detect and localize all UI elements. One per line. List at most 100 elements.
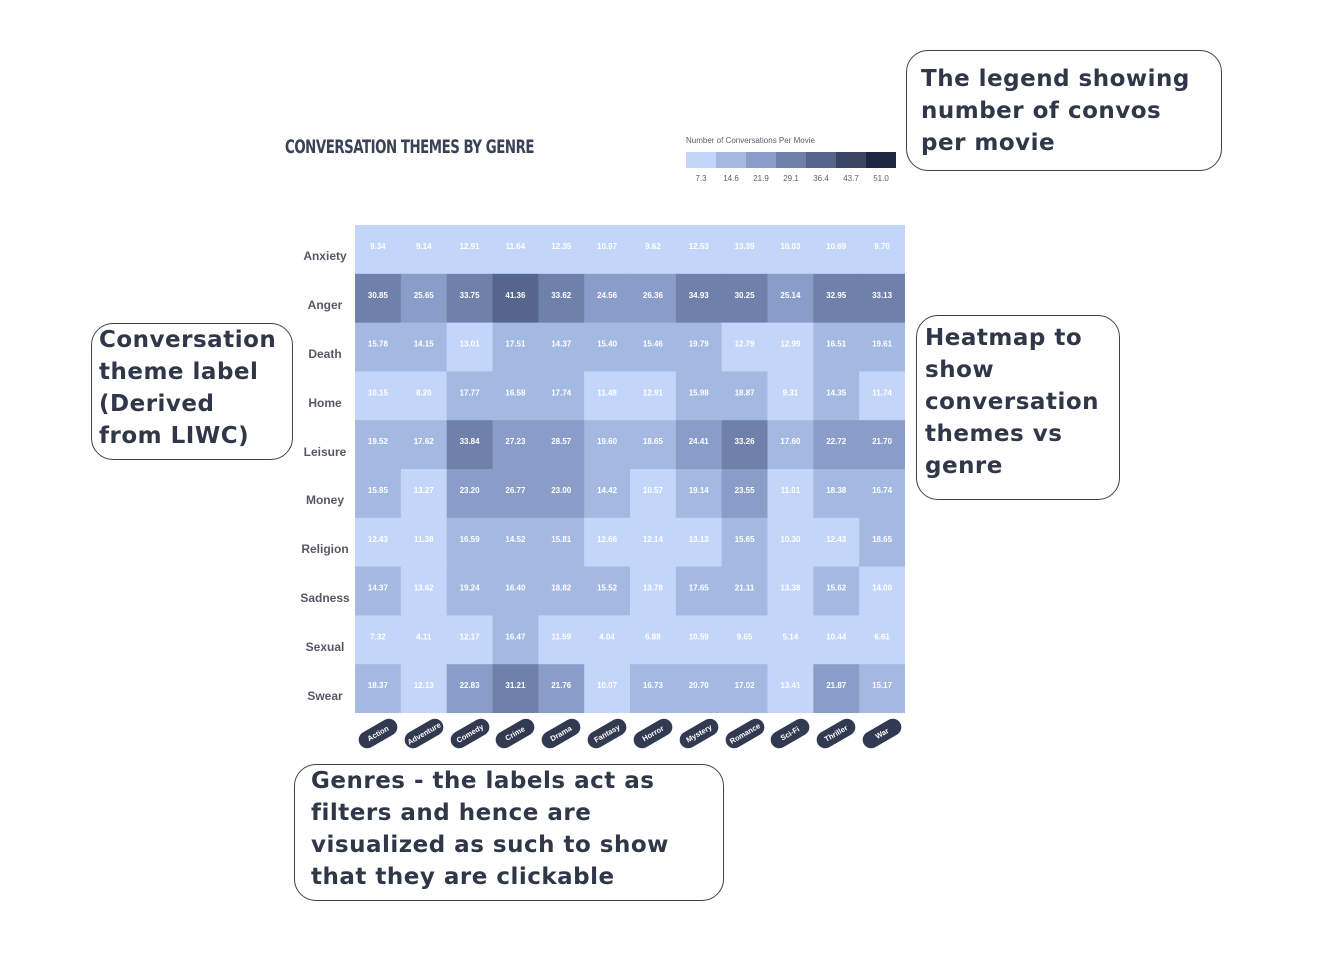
- heatmap-cell: [813, 566, 860, 616]
- genre-filter-adventure[interactable]: Adventure: [401, 715, 447, 752]
- heatmap-cell-value: 11.48: [597, 388, 617, 397]
- legend-swatch: [746, 152, 776, 168]
- heatmap-cell-value: 13.41: [780, 681, 801, 690]
- heatmap-cell-value: 9.70: [874, 242, 890, 251]
- heatmap-cell: [630, 225, 677, 275]
- legend-title: Number of Conversations Per Movie: [686, 136, 815, 145]
- genre-filter-action[interactable]: Action: [355, 715, 401, 752]
- heatmap-cell: [859, 517, 905, 568]
- genre-filter-crime[interactable]: Crime: [492, 715, 538, 752]
- heatmap-cell-value: 12.91: [460, 242, 481, 251]
- heatmap-cell: [813, 517, 860, 568]
- heatmap-cell-value: 9.14: [416, 242, 432, 251]
- genre-filter-drama[interactable]: Drama: [538, 715, 584, 752]
- genre-filter-thriller[interactable]: Thriller: [813, 715, 859, 752]
- heatmap-cell-value: 18.37: [368, 681, 389, 690]
- heatmap-cell-value: 18.87: [735, 388, 756, 397]
- heatmap-cell-value: 15.62: [826, 584, 847, 593]
- heatmap-cell-value: 18.82: [551, 584, 572, 593]
- heatmap-cell: [446, 664, 493, 713]
- heatmap-cell-value: 10.07: [597, 681, 618, 690]
- heatmap-cell-value: 30.25: [735, 291, 756, 300]
- genre-filter-romance[interactable]: Romance: [722, 715, 768, 752]
- callout-legend-note: The legend showing number of convos per …: [906, 50, 1222, 171]
- theme-label: Home: [308, 395, 342, 410]
- heatmap-cell-value: 9.31: [783, 388, 799, 397]
- heatmap-cell-value: 14.15: [414, 340, 435, 349]
- heatmap-cell: [859, 420, 905, 470]
- callout-genres-note: Genres - the labels act as filters and h…: [294, 764, 724, 901]
- heatmap-cell: [355, 517, 402, 568]
- heatmap-cell-value: 12.43: [368, 535, 389, 544]
- heatmap-cell-value: 16.58: [505, 388, 526, 397]
- heatmap-cell: [355, 420, 402, 470]
- genre-filter-horror[interactable]: Horror: [630, 715, 676, 752]
- heatmap-cell: [630, 517, 677, 568]
- heatmap-cell-value: 15.78: [368, 340, 389, 349]
- heatmap-cell-value: 13.27: [414, 486, 435, 495]
- heatmap-cell: [767, 225, 814, 275]
- heatmap-cell-value: 9.34: [370, 242, 386, 251]
- heatmap-cell: [355, 566, 402, 616]
- heatmap-cell: [584, 322, 631, 372]
- genre-filter-scifi[interactable]: Sci-Fi: [767, 715, 813, 752]
- heatmap-cell: [630, 469, 677, 519]
- legend-swatch: [686, 152, 716, 168]
- heatmap-cell-value: 12.99: [780, 340, 801, 349]
- heatmap-cell-value: 4.04: [599, 632, 615, 641]
- heatmap-cell-value: 13.78: [643, 584, 664, 593]
- heatmap-cell: [859, 615, 905, 665]
- theme-label: Sexual: [305, 639, 345, 654]
- theme-label: Death: [308, 346, 342, 361]
- heatmap-cell-value: 17.02: [735, 681, 756, 690]
- heatmap-cell: [721, 225, 768, 275]
- legend-tick-label: 36.4: [813, 174, 829, 183]
- heatmap-cell: [859, 469, 905, 519]
- heatmap-cell: [355, 615, 402, 665]
- heatmap-cell: [446, 273, 493, 324]
- heatmap-cell: [675, 615, 723, 665]
- genre-filter-mystery[interactable]: Mystery: [676, 715, 722, 752]
- heatmap-cell: [813, 225, 860, 275]
- genre-filter-war[interactable]: War: [859, 715, 905, 752]
- heatmap-cell: [675, 420, 723, 470]
- heatmap-cell: [446, 225, 493, 275]
- heatmap-cell: [630, 664, 677, 713]
- heatmap-cell-value: 31.21: [505, 681, 526, 690]
- heatmap-cell-value: 15.46: [643, 340, 664, 349]
- heatmap-cell: [630, 371, 677, 421]
- heatmap-cell-value: 13.39: [735, 242, 756, 251]
- heatmap-cell-value: 16.47: [505, 632, 526, 641]
- heatmap-cell-value: 33.84: [460, 437, 481, 446]
- heatmap-cell-value: 12.66: [597, 535, 618, 544]
- heatmap-cell: [859, 371, 905, 421]
- heatmap-cell: [813, 273, 860, 324]
- heatmap-cell-value: 10.69: [826, 242, 847, 251]
- heatmap-cell: [767, 615, 814, 665]
- heatmap-cell: [584, 371, 631, 421]
- heatmap-cell-value: 13.38: [780, 584, 801, 593]
- theme-label: Religion: [301, 542, 349, 557]
- heatmap-cell-value: 14.37: [551, 340, 572, 349]
- heatmap-cell-value: 15.85: [368, 486, 389, 495]
- heatmap-cell: [767, 371, 814, 421]
- heatmap-cell-value: 12.35: [551, 242, 572, 251]
- heatmap-cell-value: 28.57: [551, 437, 572, 446]
- heatmap-cell: [538, 273, 585, 324]
- heatmap-cell-value: 12.79: [735, 340, 756, 349]
- heatmap-cell: [675, 664, 723, 713]
- heatmap-cell-value: 21.11: [735, 584, 755, 593]
- heatmap-cell: [675, 371, 723, 421]
- genre-filter-fantasy[interactable]: Fantasy: [584, 715, 630, 752]
- heatmap-cell: [721, 469, 768, 519]
- heatmap-cell-value: 33.62: [551, 291, 572, 300]
- heatmap-cell: [675, 566, 723, 616]
- heatmap-cell: [355, 664, 402, 713]
- legend-tick-label: 7.3: [695, 174, 707, 183]
- heatmap-cell: [767, 273, 814, 324]
- genre-filter-comedy[interactable]: Comedy: [447, 715, 493, 752]
- callout-heatmap-note: Heatmap to show conversation themes vs g…: [916, 315, 1120, 500]
- heatmap-cell: [630, 322, 677, 372]
- heatmap-cell-value: 19.14: [689, 486, 710, 495]
- heatmap-cell: [355, 371, 402, 421]
